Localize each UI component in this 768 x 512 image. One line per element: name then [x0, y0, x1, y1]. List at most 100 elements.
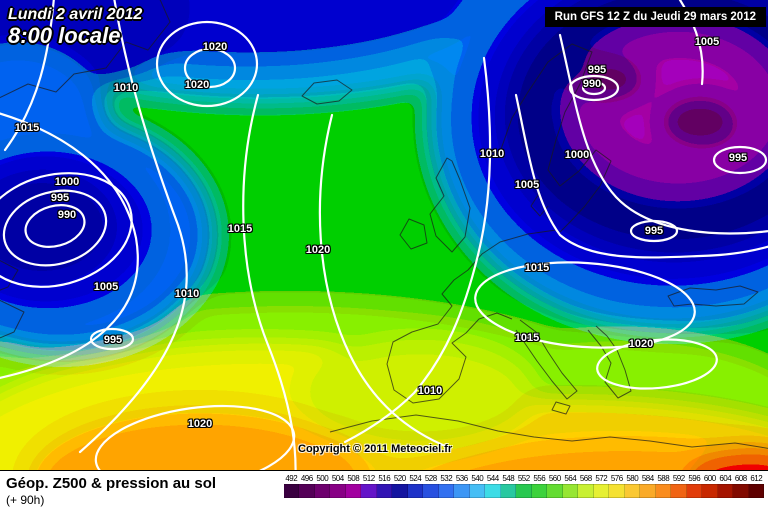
legend-value: 596: [688, 474, 701, 483]
legend-cell: 504: [330, 474, 346, 498]
legend-cell: 576: [609, 474, 625, 498]
legend-swatch: [686, 484, 702, 498]
legend-cell: 600: [702, 474, 718, 498]
legend-swatch: [640, 484, 656, 498]
legend-value: 492: [285, 474, 298, 483]
legend-value: 532: [440, 474, 453, 483]
legend-swatch: [609, 484, 625, 498]
legend-swatch: [500, 484, 516, 498]
legend-value: 600: [703, 474, 716, 483]
legend-cell: 496: [299, 474, 315, 498]
legend-swatch: [593, 484, 609, 498]
legend-cell: 572: [593, 474, 609, 498]
legend-value: 504: [331, 474, 344, 483]
legend-cell: 512: [361, 474, 377, 498]
legend-value: 520: [393, 474, 406, 483]
legend-value: 536: [455, 474, 468, 483]
legend-cell: 544: [485, 474, 501, 498]
legend-cell: 540: [469, 474, 485, 498]
legend-value: 544: [486, 474, 499, 483]
legend-value: 560: [548, 474, 561, 483]
legend-swatch: [516, 484, 532, 498]
legend-bar: Géop. Z500 & pression au sol (+ 90h) 492…: [0, 470, 768, 512]
legend-cell: 592: [671, 474, 687, 498]
legend-cell: 524: [407, 474, 423, 498]
legend-swatch: [345, 484, 361, 498]
legend-cell: 584: [640, 474, 656, 498]
legend-cell: 548: [500, 474, 516, 498]
legend-swatch: [423, 484, 439, 498]
forecast-hour: (+ 90h): [6, 493, 45, 507]
legend-value: 556: [533, 474, 546, 483]
legend-value: 524: [409, 474, 422, 483]
legend-cell: 536: [454, 474, 470, 498]
legend-value: 572: [595, 474, 608, 483]
legend-cell: 588: [655, 474, 671, 498]
date-text: Lundi 2 avril 2012: [8, 6, 143, 23]
legend-cell: 564: [562, 474, 578, 498]
legend-cell: 568: [578, 474, 594, 498]
legend-value: 496: [300, 474, 313, 483]
legend-swatch: [314, 484, 330, 498]
legend-cell: 560: [547, 474, 563, 498]
legend-value: 612: [750, 474, 763, 483]
legend-swatch: [547, 484, 563, 498]
legend-swatch: [733, 484, 749, 498]
legend-swatch: [702, 484, 718, 498]
legend-swatch: [671, 484, 687, 498]
legend-swatch: [407, 484, 423, 498]
legend-swatch: [376, 484, 392, 498]
legend-swatch: [283, 484, 299, 498]
legend-swatch: [454, 484, 470, 498]
legend-cell: 508: [345, 474, 361, 498]
legend-cell: 612: [748, 474, 764, 498]
datetime-overlay: Lundi 2 avril 2012 8:00 locale: [8, 5, 142, 48]
legend-cell: 492: [283, 474, 299, 498]
legend-swatch: [330, 484, 346, 498]
legend-swatch: [392, 484, 408, 498]
legend-swatch: [485, 484, 501, 498]
legend-swatch: [717, 484, 733, 498]
legend-value: 564: [564, 474, 577, 483]
legend-cell: 516: [376, 474, 392, 498]
legend-value: 588: [657, 474, 670, 483]
isobar-lines: [0, 0, 768, 470]
legend-swatch: [562, 484, 578, 498]
legend-cell: 604: [717, 474, 733, 498]
legend-cell: 520: [392, 474, 408, 498]
legend-cell: 528: [423, 474, 439, 498]
legend-value: 548: [502, 474, 515, 483]
color-scale-legend: 492 496 500 504 508 512 516 520 524 528 532 536 540 5…: [283, 474, 764, 498]
geopotential-field: [0, 0, 768, 470]
legend-value: 608: [734, 474, 747, 483]
map-title-block: Géop. Z500 & pression au sol (+ 90h): [6, 475, 216, 507]
legend-cell: 608: [733, 474, 749, 498]
legend-value: 512: [362, 474, 375, 483]
legend-value: 516: [378, 474, 391, 483]
map-title: Géop. Z500 & pression au sol: [6, 475, 217, 492]
run-info-box: Run GFS 12 Z du Jeudi 29 mars 2012: [544, 7, 766, 27]
legend-value: 576: [610, 474, 623, 483]
legend-value: 552: [517, 474, 530, 483]
legend-value: 540: [471, 474, 484, 483]
legend-cell: 580: [624, 474, 640, 498]
legend-swatch: [361, 484, 377, 498]
legend-swatch: [438, 484, 454, 498]
copyright-text: Copyright © 2011 Meteociel.fr: [298, 443, 453, 455]
legend-swatch: [624, 484, 640, 498]
legend-value: 584: [641, 474, 654, 483]
legend-value: 568: [579, 474, 592, 483]
legend-cell: 500: [314, 474, 330, 498]
legend-swatch: [469, 484, 485, 498]
time-text: 8:00 locale: [8, 23, 121, 48]
legend-value: 580: [626, 474, 639, 483]
legend-swatch: [531, 484, 547, 498]
legend-swatch: [299, 484, 315, 498]
legend-swatch: [655, 484, 671, 498]
legend-value: 592: [672, 474, 685, 483]
legend-cell: 532: [438, 474, 454, 498]
legend-value: 604: [719, 474, 732, 483]
legend-cell: 556: [531, 474, 547, 498]
weather-field-svg: [0, 0, 768, 470]
